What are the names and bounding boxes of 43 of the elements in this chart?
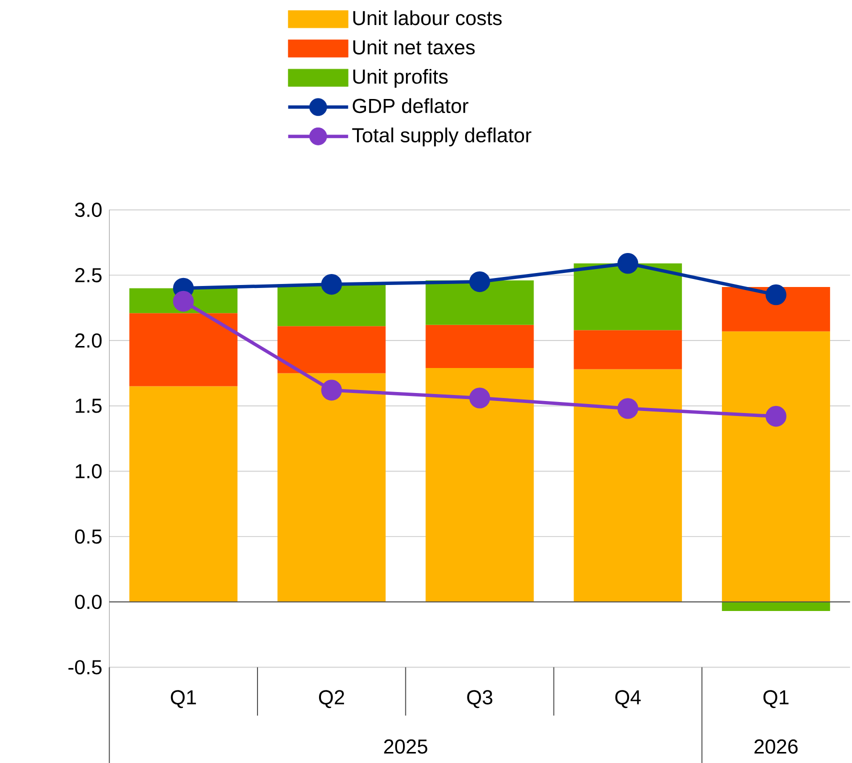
text: 2026 bbox=[754, 739, 798, 754]
bar bbox=[277, 284, 386, 326]
x-tick-label: Q1 bbox=[763, 690, 788, 708]
y-tick-label: 1.5 bbox=[76, 398, 102, 413]
x-tick-label: Q4 bbox=[615, 690, 641, 708]
bar bbox=[129, 313, 238, 386]
y-tick-label: 3.0 bbox=[75, 202, 102, 218]
point bbox=[617, 253, 638, 274]
y-tick-label: 0.0 bbox=[75, 594, 102, 610]
y-tick-label: 1.0 bbox=[76, 464, 102, 478]
legend-label: Unit labour costs bbox=[353, 10, 502, 26]
bar bbox=[574, 369, 682, 602]
point bbox=[766, 406, 786, 427]
bar bbox=[426, 324, 534, 368]
bar bbox=[277, 373, 386, 602]
point bbox=[173, 290, 194, 312]
bar bbox=[722, 286, 830, 332]
y-tick-label: 0.5 bbox=[75, 529, 102, 544]
bar bbox=[426, 368, 534, 602]
x-tick-label: Q1 bbox=[170, 690, 196, 708]
bar bbox=[426, 280, 534, 325]
bar bbox=[574, 330, 682, 370]
x-tick-label: Q2 bbox=[319, 690, 344, 708]
bar bbox=[722, 602, 830, 612]
point bbox=[469, 388, 490, 408]
point bbox=[766, 284, 786, 306]
bar bbox=[574, 263, 682, 330]
bar bbox=[129, 386, 238, 602]
point bbox=[469, 271, 490, 292]
x-tick-label: Q3 bbox=[467, 690, 492, 708]
point bbox=[617, 398, 638, 419]
legend-label: GDP deflator bbox=[352, 98, 468, 114]
point bbox=[321, 380, 342, 401]
legend-label: Unit net taxes bbox=[353, 40, 475, 55]
legend-label: Total supply deflator bbox=[352, 128, 532, 146]
bar bbox=[722, 331, 830, 602]
y-tick-label: -0.5 bbox=[68, 660, 102, 674]
legend-label: Unit profits bbox=[353, 68, 448, 88]
point bbox=[321, 274, 342, 295]
y-tick-label: 2.5 bbox=[75, 268, 102, 282]
text: 2025 bbox=[384, 739, 428, 754]
y-tick-label: 2.0 bbox=[75, 333, 102, 348]
bar bbox=[277, 326, 386, 374]
